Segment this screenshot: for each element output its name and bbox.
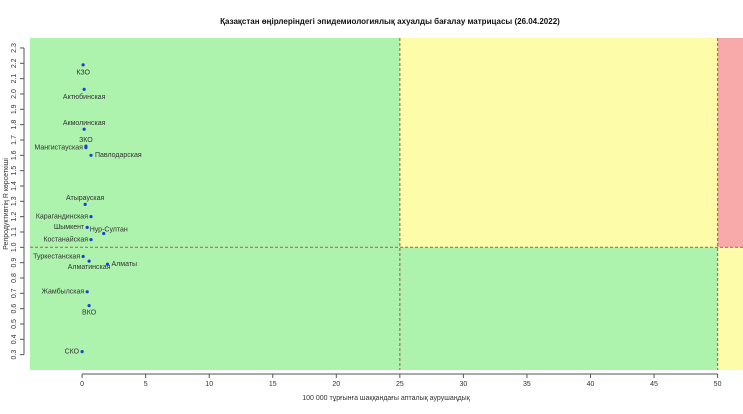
y-tick-label: 1.3 [11,196,18,206]
point-label: Павлодарская [95,152,142,159]
point-label: Жамбылская [41,288,84,296]
x-tick-label: 45 [650,381,658,388]
zone [399,38,718,248]
y-tick-label: 1.7 [11,135,18,145]
point-label: КЗО [76,70,90,77]
x-tick-label: 25 [396,381,404,388]
y-tick-label: 1.1 [11,227,18,237]
x-tick-label: 10 [205,381,213,388]
y-tick-label: 2.1 [11,74,18,84]
x-tick-label: 30 [459,381,467,388]
y-tick-label: 0.8 [11,273,18,283]
point-label: Костанайская [43,235,88,243]
y-axis-label: Репродуктивтің R көрсеткіші [2,158,10,250]
y-tick-label: 0.9 [11,258,18,268]
point [80,349,84,354]
y-tick-label: 1.6 [11,150,18,160]
chart-title: Қазақстан өңірлеріндегі эпидемиологиялық… [220,17,560,26]
point [102,231,106,236]
point [85,225,89,229]
y-tick-label: 2.0 [11,89,18,99]
point-label: Алматы [112,261,138,268]
point [82,127,86,131]
point [81,63,85,67]
x-axis-label: 100 000 тұрғынға шаққандағы апталық ауру… [302,395,470,402]
y-tick-label: 0.3 [11,350,18,360]
y-tick-label: 0.5 [11,319,18,329]
zone [30,38,400,248]
point [85,290,89,294]
point [87,259,91,263]
x-tick-label: 40 [587,381,595,388]
point-label: Карагандинская [36,213,88,220]
point-label: Атырауская [66,195,104,202]
zone [717,38,743,248]
point-label: ЗКО [79,137,93,144]
x-tick-label: 5 [144,381,148,388]
y-tick-label: 1.0 [11,242,18,252]
zone [717,247,743,370]
point [89,153,93,157]
y-tick-label: 0.7 [11,288,18,298]
point [87,303,91,308]
y-tick-label: 1.8 [11,120,18,130]
point [81,254,85,259]
y-tick-label: 2.3 [11,43,18,53]
point [84,146,88,150]
x-tick-label: 20 [332,381,340,388]
point [82,87,86,91]
point-label: Мангистауская [35,144,84,151]
point-label: Туркестанская [33,253,80,260]
point [105,262,110,266]
point-label: Акмолинская [63,120,106,127]
y-tick-label: 0.4 [11,334,18,344]
y-tick-label: 2.2 [11,58,18,68]
zone [30,247,718,370]
point [89,215,93,219]
point-label: Актюбинская [63,93,106,101]
point-label: СКО [65,348,80,355]
x-tick-label: 15 [269,381,277,388]
x-tick-label: 0 [80,381,84,388]
point [89,238,93,242]
y-tick-label: 0.6 [11,304,18,314]
point-label: Алматинская [68,264,111,271]
point-label: Нур-Султан [90,226,128,233]
point-label: Шымкент [54,224,85,231]
point-label: ВКО [82,309,97,316]
y-tick-label: 1.5 [11,166,18,176]
point [83,202,87,206]
y-tick-label: 1.4 [11,181,18,191]
x-tick-label: 50 [714,381,722,388]
y-tick-label: 1.9 [11,104,18,114]
y-tick-label: 1.2 [11,212,18,222]
x-tick-label: 35 [523,381,531,388]
